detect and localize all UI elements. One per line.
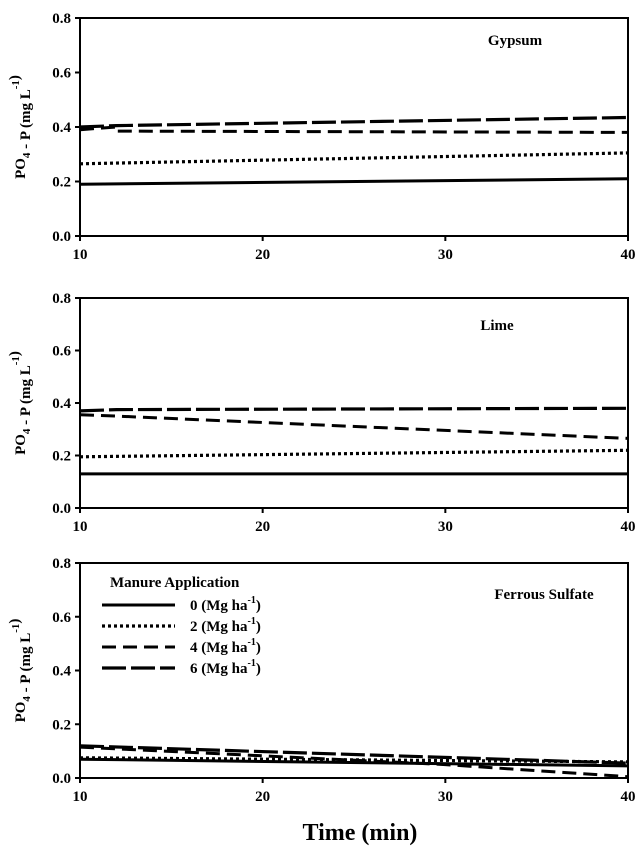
- y-axis-label-part: ): [7, 619, 23, 624]
- x-tick-label: 20: [255, 247, 270, 263]
- series-line-dotted: [79, 151, 629, 166]
- x-tick-label: 10: [73, 789, 88, 805]
- y-axis-label-part: ): [7, 351, 23, 356]
- x-tick-label: 10: [73, 247, 88, 263]
- y-tick-label: 0.2: [52, 717, 71, 733]
- y-tick-label: 0.4: [52, 396, 71, 412]
- panel-2: 0.0 0.2 0.4 0.6 0.8 10 20 30 40 PO4 - P (mg L-1) L…: [7, 291, 636, 535]
- y-axis-label: PO4 - P (mg L-1): [7, 351, 34, 455]
- series-line-dotted: [79, 448, 629, 459]
- y-tick-label: 0.6: [52, 610, 71, 626]
- legend-label: 2 (Mg ha-1): [190, 616, 261, 635]
- legend-label: 4 (Mg ha-1): [190, 637, 261, 656]
- y-tick-label: 0.4: [52, 664, 71, 680]
- y-tick-label: 0.6: [52, 344, 71, 360]
- x-axis-title: Time (min): [303, 820, 418, 846]
- x-tick-label: 40: [621, 519, 636, 535]
- series-line-longdash: [79, 115, 629, 129]
- y-tick-label: 0.8: [52, 11, 71, 27]
- y-axis-label-part: 4: [21, 152, 33, 158]
- panel-3: 0.0 0.2 0.4 0.6 0.8 10 20 30 40 PO4 - P (mg L-1) F…: [7, 556, 636, 805]
- y-tick-label: 0.0: [52, 229, 71, 245]
- series-line-dashed: [79, 413, 629, 440]
- series-line-longdash: [79, 744, 629, 765]
- y-axis-label-part: ): [7, 75, 23, 80]
- y-axis-label-part: PO: [13, 158, 29, 179]
- panel-title: Lime: [480, 318, 514, 334]
- y-axis-label-part: -1: [10, 624, 22, 633]
- legend-title: Manure Application: [110, 575, 240, 591]
- y-axis-label-part: - P (mg L: [18, 89, 34, 152]
- series-line-dashed: [79, 745, 629, 779]
- y-axis-label-part: PO: [13, 702, 29, 723]
- y-axis-label-part: 4: [21, 428, 33, 434]
- x-tick-label: 20: [255, 519, 270, 535]
- x-tick-label: 40: [621, 247, 636, 263]
- y-axis-label-part: - P (mg L: [18, 365, 34, 428]
- y-tick-label: 0.2: [52, 175, 71, 191]
- y-axis-label-part: -1: [10, 80, 22, 89]
- x-tick-label: 10: [73, 519, 88, 535]
- plot-frame: [79, 297, 629, 509]
- legend-label: 0 (Mg ha-1): [190, 595, 261, 614]
- y-tick-label: 0.2: [52, 449, 71, 465]
- legend: Manure Application 0 (Mg ha-1) 2 (Mg ha-1)…: [102, 575, 261, 677]
- y-tick-label: 0.8: [52, 291, 71, 307]
- series-line-solid: [79, 177, 629, 186]
- y-tick-label: 0.8: [52, 556, 71, 572]
- x-tick-label: 30: [438, 789, 453, 805]
- y-axis-label: PO4 - P (mg L-1): [7, 619, 34, 723]
- y-axis-label-part: - P (mg L: [18, 633, 34, 696]
- y-axis-label: PO4 - P (mg L-1): [7, 75, 34, 179]
- legend-label: 6 (Mg ha-1): [190, 658, 261, 677]
- panel-title: Gypsum: [488, 33, 543, 49]
- y-axis-label-part: 4: [21, 696, 33, 702]
- x-tick-label: 30: [438, 519, 453, 535]
- series-line-longdash: [79, 406, 629, 413]
- x-tick-label: 30: [438, 247, 453, 263]
- panel-title: Ferrous Sulfate: [494, 587, 594, 603]
- y-tick-label: 0.6: [52, 66, 71, 82]
- y-axis-label-part: -1: [10, 356, 22, 365]
- y-tick-label: 0.0: [52, 771, 71, 787]
- x-tick-label: 40: [621, 789, 636, 805]
- y-tick-label: 0.0: [52, 501, 71, 517]
- series-line-solid: [79, 757, 629, 768]
- plot-frame: [79, 17, 629, 237]
- y-axis-label-part: PO: [13, 434, 29, 455]
- x-tick-label: 20: [255, 789, 270, 805]
- series-line-dashed: [79, 125, 629, 134]
- panel-1: 0.0 0.2 0.4 0.6 0.8 10 20 30 40 PO4 - P (mg L-1) G…: [7, 11, 636, 263]
- y-tick-label: 0.4: [52, 120, 71, 136]
